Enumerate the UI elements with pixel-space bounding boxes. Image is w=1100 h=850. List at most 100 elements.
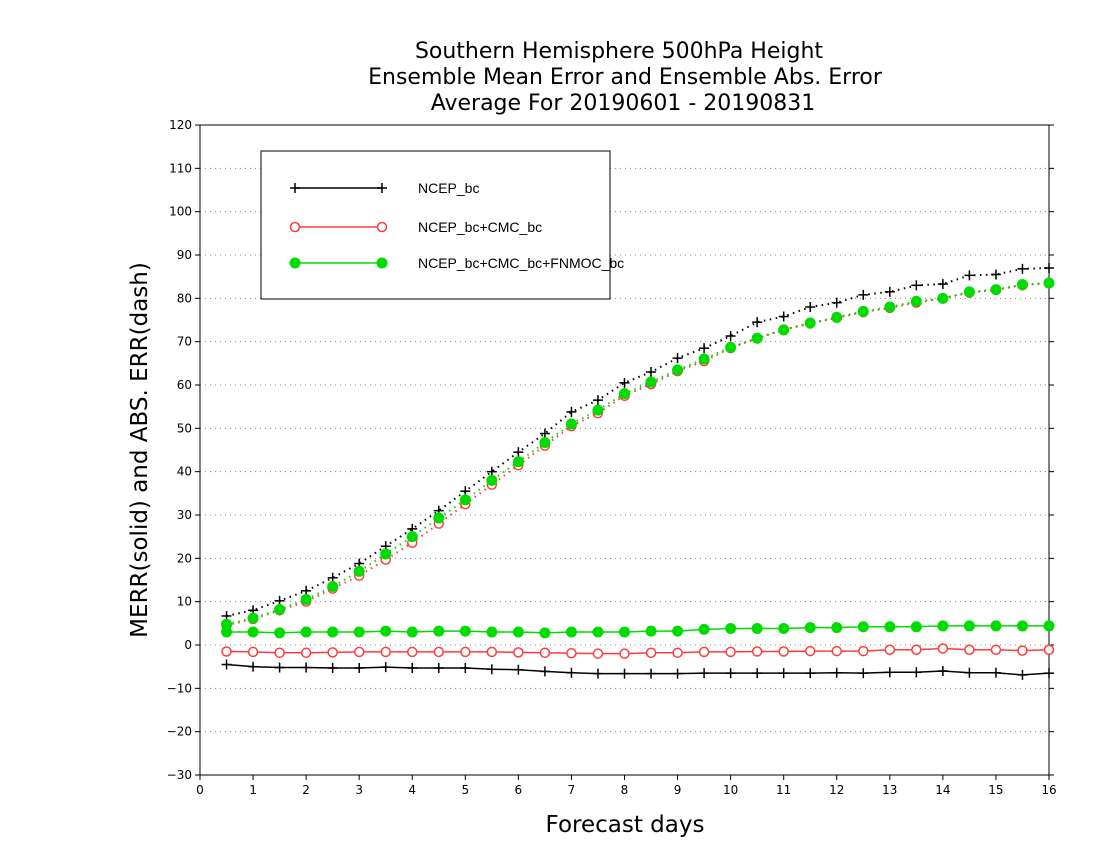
data-point-mean-error — [592, 648, 604, 659]
data-point-mean-error — [539, 647, 551, 659]
data-point-mean-error — [751, 623, 763, 635]
data-point-abs-error — [353, 565, 365, 577]
data-point-abs-error — [1016, 278, 1028, 290]
data-point-mean-error — [274, 627, 286, 639]
data-point-mean-error — [672, 647, 683, 659]
data-point-mean-error — [248, 661, 259, 672]
data-point-abs-error — [857, 305, 869, 317]
data-point-mean-error — [990, 620, 1002, 632]
data-point-abs-error — [937, 292, 949, 304]
data-point-mean-error — [858, 668, 869, 679]
data-point-mean-error — [857, 621, 869, 633]
data-point-mean-error — [831, 667, 842, 678]
data-point-mean-error — [963, 620, 975, 632]
data-point-abs-error — [1044, 263, 1054, 273]
title-line-3: Average For 20190601 - 20190831 — [431, 91, 816, 116]
data-point-mean-error — [221, 659, 232, 670]
x-tick-label: 8 — [621, 783, 629, 797]
data-point-mean-error — [513, 647, 524, 658]
data-point-abs-error — [565, 418, 577, 430]
data-point-abs-error — [990, 284, 1002, 296]
data-point-mean-error — [460, 646, 471, 658]
data-point-mean-error — [407, 662, 418, 673]
legend-entry: NCEP_bc — [290, 180, 479, 196]
data-point-mean-error — [539, 627, 551, 639]
data-point-mean-error — [513, 664, 524, 675]
data-point-mean-error — [778, 668, 789, 679]
y-tick-label: 0 — [184, 638, 192, 652]
series-1 — [221, 263, 1054, 680]
data-point-mean-error — [831, 622, 843, 634]
data-point-mean-error — [911, 644, 922, 656]
data-point-mean-error — [327, 626, 339, 638]
data-point-mean-error — [459, 625, 471, 637]
data-point-abs-error — [699, 343, 710, 354]
x-tick-label: 2 — [302, 783, 310, 797]
x-tick-label: 6 — [515, 783, 523, 797]
data-point-mean-error — [804, 645, 816, 657]
data-point-mean-error — [751, 646, 763, 657]
x-tick-label: 16 — [1041, 783, 1056, 797]
data-point-mean-error — [699, 668, 710, 679]
chart-title: Southern Hemisphere 500hPa Height Ensemb… — [368, 39, 883, 116]
series-line-abs-error — [226, 267, 1050, 617]
data-point-abs-error — [910, 295, 922, 307]
data-point-mean-error — [353, 646, 365, 658]
data-point-mean-error — [327, 647, 338, 658]
data-point-abs-error — [619, 377, 630, 388]
x-tick-label: 9 — [674, 783, 682, 797]
data-point-abs-error — [778, 324, 790, 336]
data-point-abs-error — [964, 270, 975, 281]
data-point-mean-error — [698, 623, 710, 635]
data-point-abs-error — [963, 286, 975, 298]
legend-label: NCEP_bc+CMC_bc+FNMOC_bc — [418, 255, 624, 271]
data-point-mean-error — [725, 646, 736, 658]
legend-entry: NCEP_bc+CMC_bc+FNMOC_bc — [289, 255, 624, 271]
data-point-mean-error — [937, 643, 949, 654]
legend: NCEP_bc NCEP_bc+CMC_bc NCEP_bc+CMC_bc+FNMO… — [260, 150, 624, 300]
data-point-mean-error — [725, 668, 736, 679]
data-point-mean-error — [433, 646, 445, 658]
data-point-abs-error — [672, 364, 684, 376]
title-line-1: Southern Hemisphere 500hPa Height — [415, 39, 823, 64]
data-point-mean-error — [274, 662, 285, 673]
data-point-abs-error — [725, 341, 737, 353]
x-tick-label: 7 — [568, 783, 576, 797]
series-line-abs-error — [226, 281, 1050, 627]
data-point-mean-error — [619, 626, 630, 638]
data-point-mean-error — [937, 666, 948, 676]
y-tick-label: 60 — [177, 378, 192, 392]
data-point-abs-error — [274, 603, 286, 615]
data-point-abs-error — [937, 279, 948, 290]
data-point-mean-error — [884, 644, 896, 656]
data-point-abs-error — [513, 447, 524, 458]
title-line-2: Ensemble Mean Error and Ensemble Abs. Er… — [368, 65, 883, 90]
legend-box — [260, 150, 611, 300]
x-tick-label: 10 — [723, 783, 738, 797]
y-tick-label: −30 — [167, 768, 192, 782]
data-point-mean-error — [566, 667, 577, 678]
legend-label: NCEP_bc — [418, 180, 479, 196]
data-point-abs-error — [459, 494, 471, 506]
data-point-mean-error — [752, 668, 763, 679]
data-point-abs-error — [698, 353, 710, 365]
data-point-mean-error — [566, 647, 577, 659]
legend-marker — [376, 221, 388, 233]
data-point-abs-error — [380, 548, 392, 560]
y-tick-label: −20 — [167, 725, 192, 739]
series-3 — [221, 277, 1055, 639]
data-point-mean-error — [1043, 620, 1055, 632]
data-point-abs-error — [247, 612, 259, 624]
data-point-mean-error — [964, 644, 975, 656]
data-point-mean-error — [592, 668, 603, 679]
data-point-mean-error — [327, 662, 338, 673]
data-point-mean-error — [619, 668, 630, 679]
data-point-abs-error — [566, 406, 577, 417]
data-point-mean-error — [486, 626, 498, 638]
y-tick-label: 100 — [169, 205, 192, 219]
data-point-abs-error — [539, 428, 550, 439]
x-tick-label: 11 — [776, 783, 791, 797]
data-point-abs-error — [831, 311, 843, 323]
data-point-abs-error — [805, 302, 816, 312]
